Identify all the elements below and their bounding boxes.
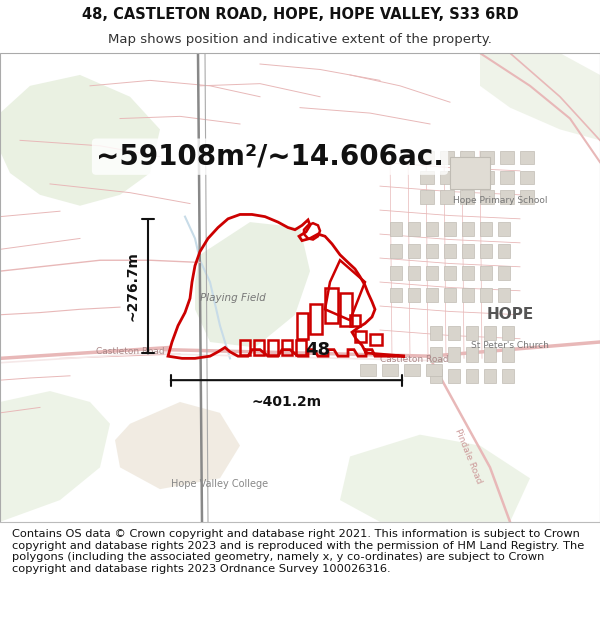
Bar xyxy=(500,171,514,184)
Bar xyxy=(444,288,456,302)
Bar xyxy=(420,151,434,164)
Bar xyxy=(382,364,398,376)
Bar xyxy=(444,244,456,258)
Bar xyxy=(426,244,438,258)
Bar xyxy=(408,222,420,236)
Bar xyxy=(502,369,514,383)
Bar xyxy=(502,348,514,362)
Bar xyxy=(500,151,514,164)
Bar xyxy=(440,151,454,164)
Bar xyxy=(450,157,490,189)
Bar xyxy=(390,244,402,258)
Bar xyxy=(462,266,474,280)
Bar xyxy=(480,288,492,302)
Bar xyxy=(462,288,474,302)
Text: HOPE: HOPE xyxy=(487,308,533,322)
Bar xyxy=(466,369,478,383)
Bar xyxy=(440,191,454,204)
Bar xyxy=(426,266,438,280)
Bar xyxy=(448,326,460,340)
Text: ~276.7m: ~276.7m xyxy=(125,251,139,321)
Bar xyxy=(426,288,438,302)
Text: ~59108m²/~14.606ac.: ~59108m²/~14.606ac. xyxy=(96,142,444,171)
Bar xyxy=(420,171,434,184)
Bar xyxy=(390,288,402,302)
Bar xyxy=(484,369,496,383)
Bar xyxy=(390,222,402,236)
Bar xyxy=(462,222,474,236)
Bar xyxy=(448,348,460,362)
Bar xyxy=(430,326,442,340)
Text: Castleton Road: Castleton Road xyxy=(95,347,164,356)
Polygon shape xyxy=(0,391,110,522)
Bar xyxy=(520,171,534,184)
Bar xyxy=(480,191,494,204)
Bar xyxy=(502,326,514,340)
Text: Pindale Road: Pindale Road xyxy=(453,428,483,485)
Bar xyxy=(430,348,442,362)
Text: Hope Primary School: Hope Primary School xyxy=(453,196,547,205)
Bar xyxy=(498,222,510,236)
Bar xyxy=(484,348,496,362)
Bar xyxy=(426,222,438,236)
Polygon shape xyxy=(115,402,240,489)
Bar xyxy=(498,244,510,258)
Bar xyxy=(460,151,474,164)
Bar xyxy=(360,364,376,376)
Text: St Peter's Church: St Peter's Church xyxy=(471,341,549,350)
Text: 48: 48 xyxy=(305,341,331,359)
Bar xyxy=(520,151,534,164)
Bar xyxy=(420,191,434,204)
Bar xyxy=(480,222,492,236)
Polygon shape xyxy=(480,53,600,141)
Bar xyxy=(430,369,442,383)
Bar xyxy=(440,171,454,184)
Bar xyxy=(466,326,478,340)
Bar xyxy=(408,288,420,302)
Bar xyxy=(444,266,456,280)
Bar xyxy=(444,222,456,236)
Bar xyxy=(426,364,442,376)
Text: 48, CASTLETON ROAD, HOPE, HOPE VALLEY, S33 6RD: 48, CASTLETON ROAD, HOPE, HOPE VALLEY, S… xyxy=(82,8,518,22)
Bar xyxy=(480,266,492,280)
Bar xyxy=(520,191,534,204)
Bar xyxy=(390,266,402,280)
Bar xyxy=(500,191,514,204)
Text: Contains OS data © Crown copyright and database right 2021. This information is : Contains OS data © Crown copyright and d… xyxy=(12,529,584,574)
Bar xyxy=(462,244,474,258)
Bar xyxy=(498,266,510,280)
Polygon shape xyxy=(0,75,160,206)
Bar xyxy=(448,369,460,383)
Bar xyxy=(498,288,510,302)
Bar xyxy=(480,171,494,184)
Bar xyxy=(408,244,420,258)
Bar xyxy=(460,191,474,204)
Bar xyxy=(404,364,420,376)
Bar xyxy=(480,244,492,258)
Bar xyxy=(480,151,494,164)
Text: Playing Field: Playing Field xyxy=(200,293,266,303)
Bar xyxy=(408,266,420,280)
Text: Map shows position and indicative extent of the property.: Map shows position and indicative extent… xyxy=(108,32,492,46)
Bar xyxy=(460,171,474,184)
Text: Castleton Road: Castleton Road xyxy=(380,355,449,364)
Polygon shape xyxy=(195,222,310,348)
Text: Hope Valley College: Hope Valley College xyxy=(172,479,269,489)
Bar xyxy=(466,348,478,362)
Text: ~401.2m: ~401.2m xyxy=(251,396,322,409)
Bar xyxy=(484,326,496,340)
Polygon shape xyxy=(340,434,530,522)
